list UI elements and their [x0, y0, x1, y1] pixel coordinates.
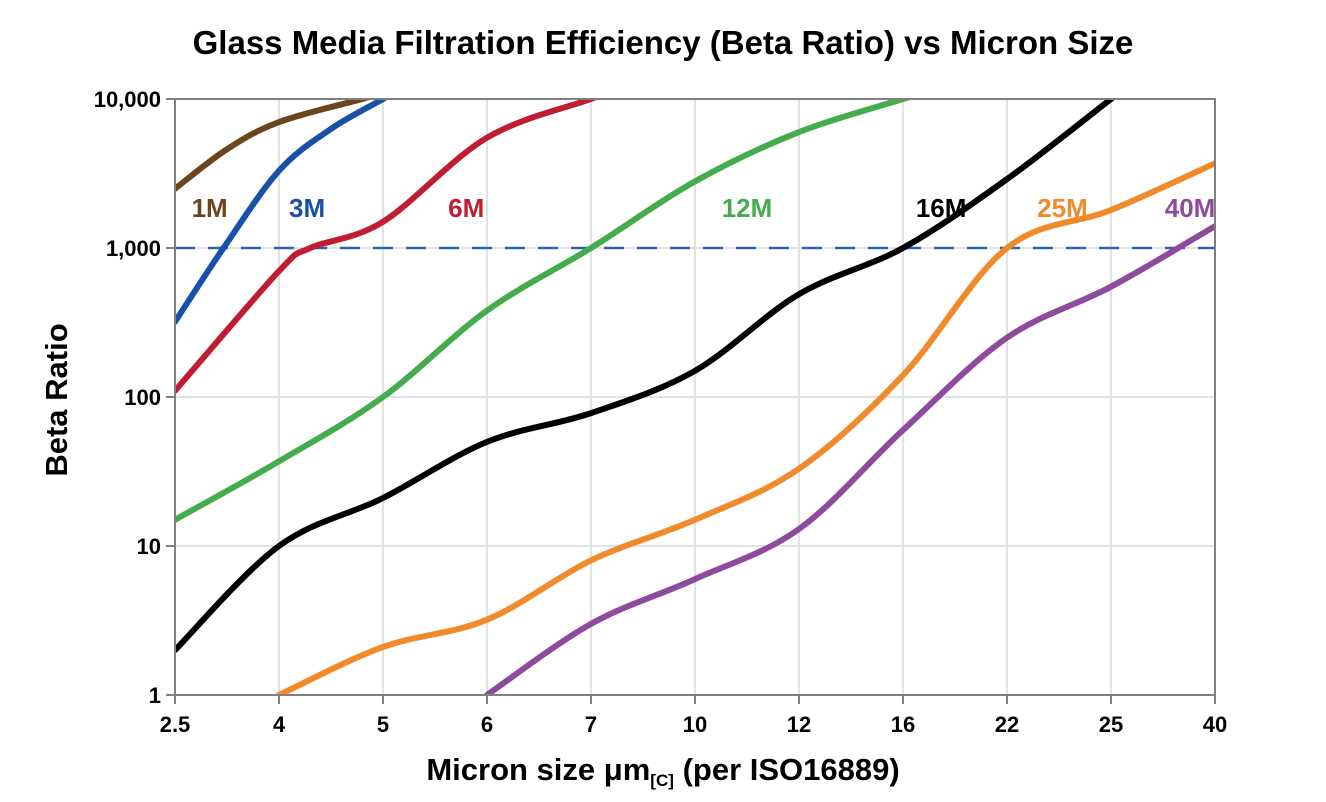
y-tick-label: 100 — [124, 385, 161, 410]
x-axis-title: Micron size μm[C] (per ISO16889) — [0, 752, 1326, 791]
x-tick-label: 12 — [787, 712, 811, 737]
series-curves — [175, 99, 1215, 695]
x-tick-label: 25 — [1099, 712, 1123, 737]
gridlines — [174, 99, 1216, 695]
series-curve-6M — [175, 99, 600, 394]
x-axis-title-main: Micron size μm — [426, 752, 651, 787]
x-tick-label: 7 — [585, 712, 597, 737]
x-tick-label: 4 — [273, 712, 286, 737]
series-label-40M: 40M — [1165, 193, 1216, 223]
series-curve-12M — [175, 99, 913, 523]
series-curve-40M — [484, 223, 1215, 695]
series-label-25M: 25M — [1037, 193, 1088, 223]
x-tick-label: 16 — [891, 712, 915, 737]
axes: 2.5 4 5 6 7 10 12 16 22 25 40 1 10 100 1,000 10,000 — [94, 87, 1228, 737]
series-curve-1M — [175, 99, 374, 192]
series-label-1M: 1M — [192, 193, 228, 223]
x-tick-label: 40 — [1203, 712, 1227, 737]
y-tick-label: 10 — [137, 534, 161, 559]
x-axis-title-subscript: [C] — [650, 771, 674, 791]
x-tick-label: 6 — [481, 712, 493, 737]
series-label-3M: 3M — [289, 193, 325, 223]
series-curve-25M — [276, 160, 1215, 695]
y-tick-label: 10,000 — [94, 87, 161, 112]
x-axis-title-rest: (per ISO16889) — [673, 752, 900, 787]
series-curve-16M — [175, 99, 1116, 654]
series-label-6M: 6M — [448, 193, 484, 223]
chart-title: Glass Media Filtration Efficiency (Beta … — [192, 24, 1134, 61]
x-tick-label: 10 — [683, 712, 707, 737]
x-tick-label: 2.5 — [160, 712, 191, 737]
series-label-12M: 12M — [722, 193, 773, 223]
series-curve-3M — [175, 99, 390, 325]
x-tick-label: 22 — [995, 712, 1019, 737]
x-tick-label: 5 — [377, 712, 389, 737]
y-tick-label: 1 — [149, 683, 161, 708]
series-label-16M: 16M — [916, 193, 967, 223]
y-tick-label: 1,000 — [106, 236, 161, 261]
